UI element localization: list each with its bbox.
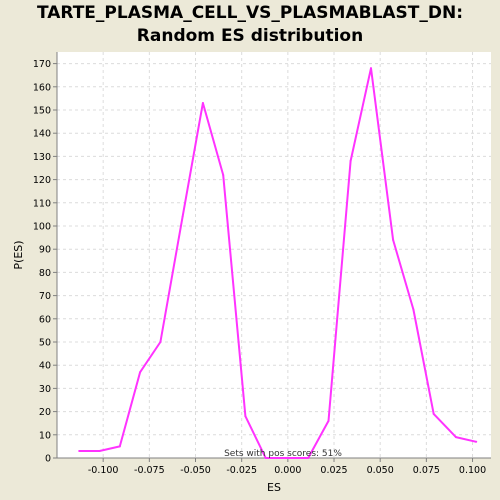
y-tick-label: 40 — [39, 361, 51, 372]
grid-lines — [57, 52, 491, 458]
data-point — [412, 308, 415, 311]
plot-area — [57, 52, 491, 458]
x-tick-label: 0.025 — [320, 465, 347, 476]
y-tick-label: 80 — [39, 268, 51, 279]
y-tick-label: 50 — [39, 338, 51, 349]
y-tick-label: 10 — [39, 430, 51, 441]
data-point — [307, 457, 310, 459]
data-point — [159, 341, 162, 343]
x-tick-label: -0.075 — [134, 465, 165, 476]
y-tick-label: 170 — [33, 59, 51, 70]
data-point — [327, 419, 330, 422]
chart-title-line2: Random ES distribution — [136, 26, 364, 46]
x-tick-labels: -0.100 -0.075 -0.050 -0.025 0.000 0.025 0.050 0… — [88, 465, 486, 476]
y-tick-label: 110 — [33, 198, 51, 209]
y-tick-label: 60 — [39, 314, 51, 325]
y-tick-label: 20 — [39, 407, 51, 418]
data-point — [475, 440, 478, 443]
data-point — [454, 436, 457, 439]
x-tick-label: 0.100 — [459, 465, 486, 476]
chart-title-line1: TARTE_PLASMA_CELL_VS_PLASMABLAST_DN: — [36, 3, 464, 23]
y-tick-label: 30 — [39, 384, 51, 395]
data-point — [370, 67, 372, 70]
x-tick-label: 0.075 — [413, 465, 440, 476]
y-tick-labels: 0 10 20 30 40 50 60 70 80 90 100 110 120 130 140 150 160… — [33, 59, 51, 464]
data-point — [78, 450, 81, 452]
x-axis-title: ES — [267, 481, 281, 494]
data-point — [181, 215, 184, 218]
y-tick-label: 140 — [33, 129, 51, 140]
y-tick-label: 100 — [33, 222, 51, 233]
y-tick-label: 70 — [39, 291, 51, 302]
y-tick-label: 0 — [45, 454, 51, 465]
y-axis-title: P(ES) — [12, 240, 25, 269]
data-point — [139, 371, 142, 374]
y-tick-label: 120 — [33, 175, 51, 186]
series-line — [79, 67, 477, 459]
data-point — [118, 445, 121, 448]
data-point — [349, 160, 352, 162]
x-tick-label: -0.050 — [180, 465, 211, 476]
y-tick-label: 160 — [33, 82, 51, 93]
y-tick-label: 90 — [39, 245, 51, 256]
data-point — [264, 457, 267, 459]
data-point — [244, 415, 247, 418]
y-tick-label: 150 — [33, 106, 51, 117]
data-point — [285, 457, 287, 459]
annotation-text: Sets with pos scores: 51% — [224, 449, 342, 459]
data-point — [222, 174, 225, 176]
data-point — [432, 412, 435, 415]
series-layer — [78, 67, 478, 459]
data-point — [98, 450, 101, 452]
data-point — [201, 102, 204, 104]
chart-title: TARTE_PLASMA_CELL_VS_PLASMABLAST_DN: Ran… — [0, 2, 500, 48]
x-tick-label: -0.025 — [226, 465, 257, 476]
x-tick-label: -0.100 — [88, 465, 119, 476]
x-tick-label: 0.000 — [274, 465, 301, 476]
x-tick-label: 0.050 — [367, 465, 394, 476]
data-point — [392, 238, 395, 241]
y-tick-label: 130 — [33, 152, 51, 163]
